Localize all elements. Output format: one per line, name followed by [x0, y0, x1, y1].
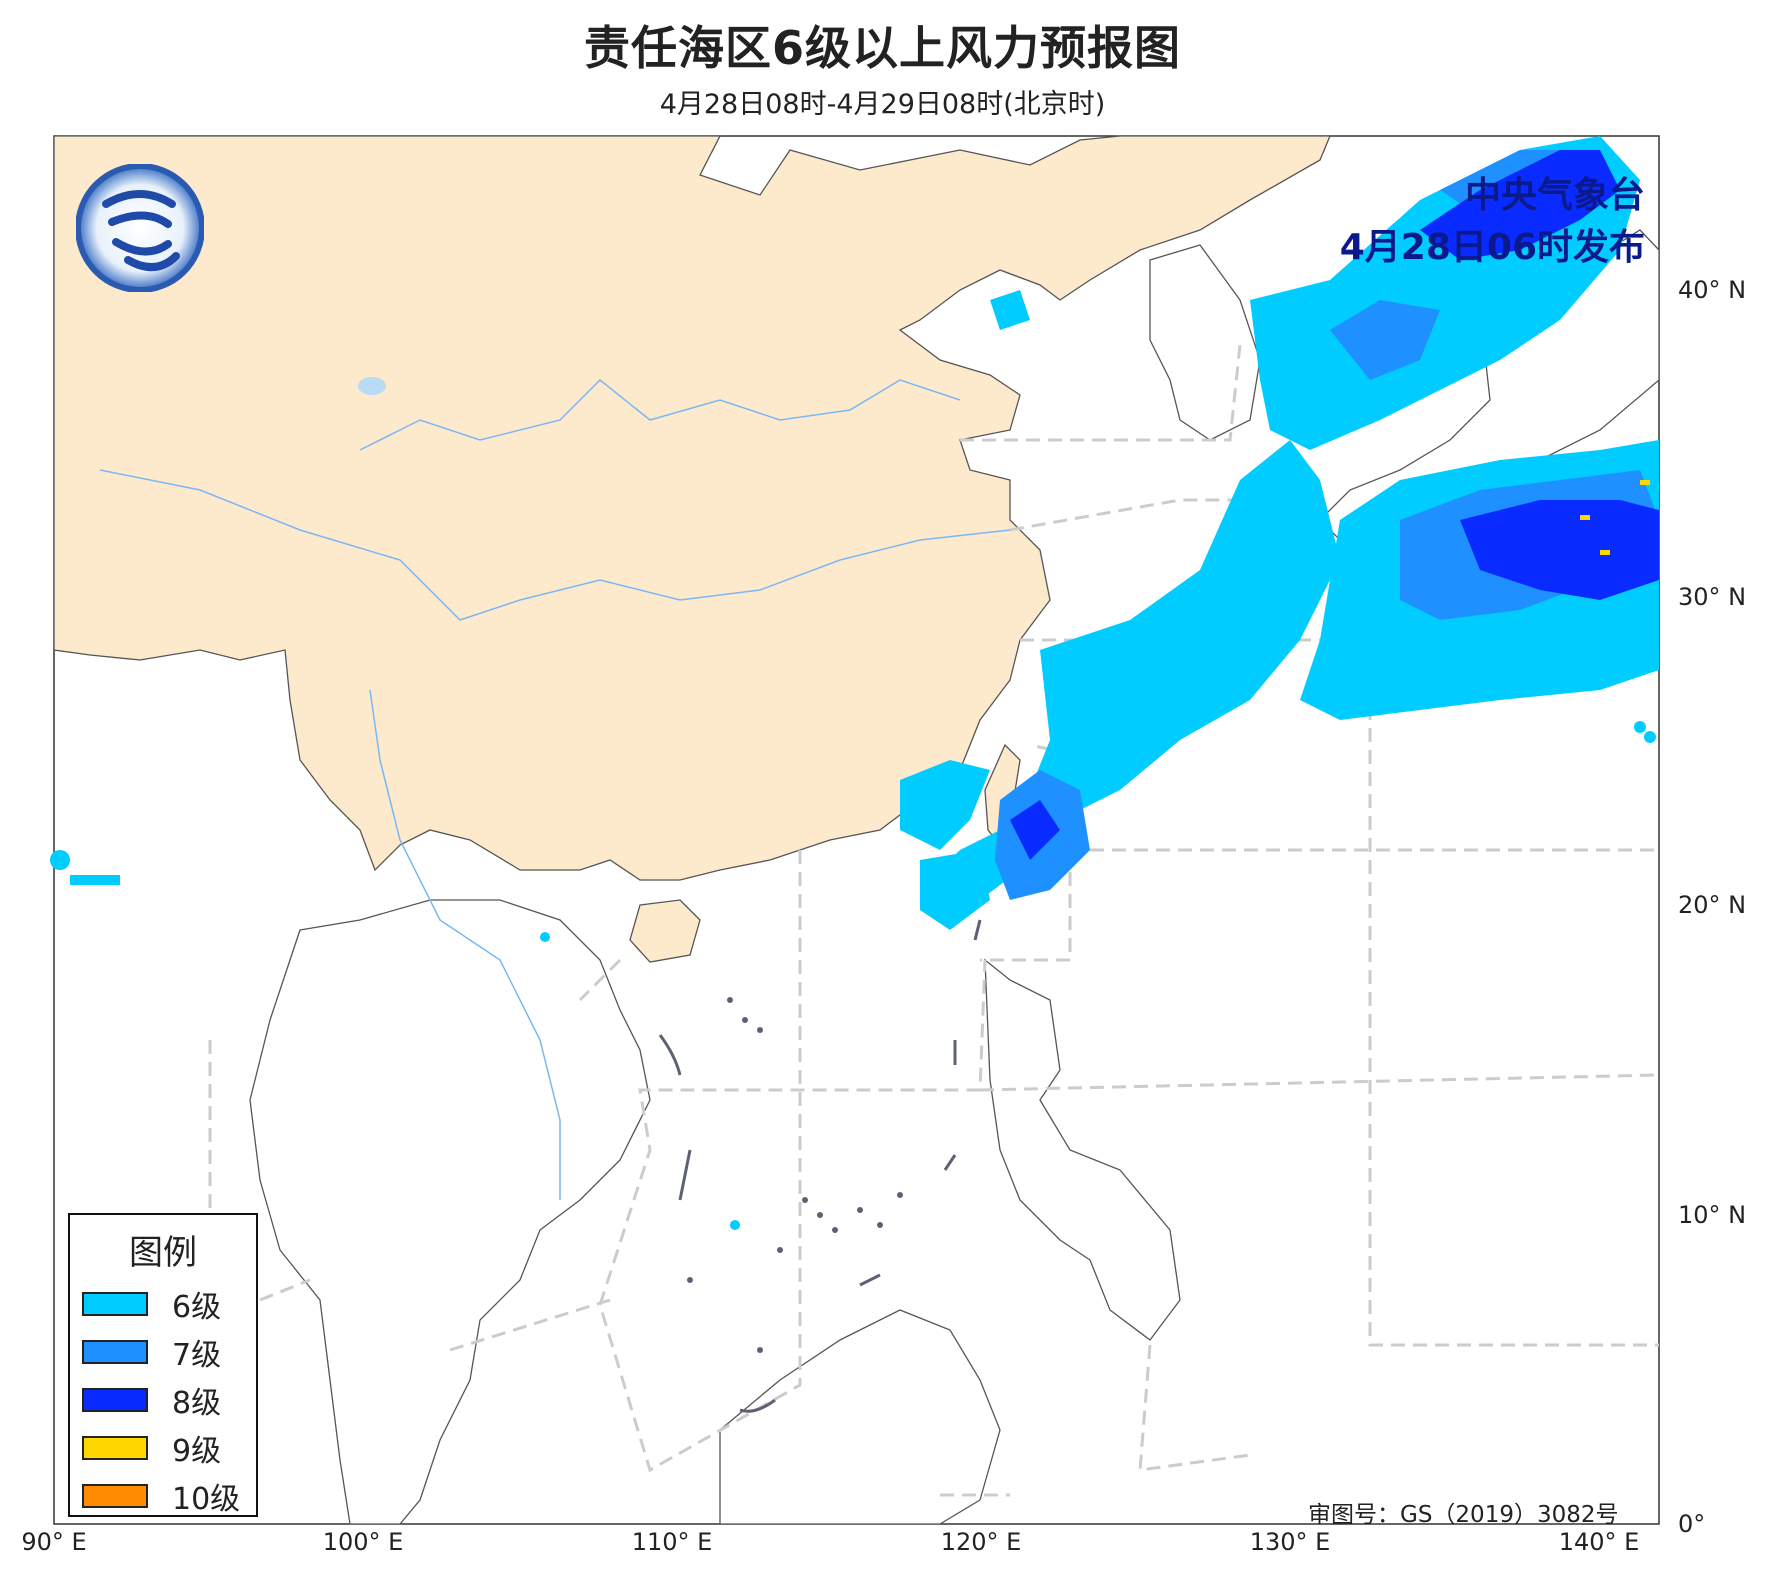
- x-tick: 100° E: [322, 1528, 404, 1556]
- legend-item: 8级: [70, 1376, 256, 1424]
- legend-label: 10级: [172, 1482, 241, 1517]
- legend-item: 10级: [70, 1472, 256, 1520]
- x-tick: 140° E: [1558, 1528, 1640, 1556]
- qinghai-lake: [358, 377, 386, 395]
- map-subtitle: 4月28日08时-4月29日08时(北京时): [659, 89, 1106, 120]
- publisher-issued-time: 4月28日06时发布: [1339, 227, 1645, 268]
- legend-swatch: [82, 1388, 148, 1412]
- china-land: [53, 135, 1331, 881]
- korea-peninsula: [1149, 244, 1261, 441]
- x-tick: 110° E: [631, 1528, 713, 1556]
- yellow-river: [359, 378, 961, 451]
- legend-swatch: [82, 1292, 148, 1316]
- legend-label: 6级: [172, 1290, 222, 1325]
- publisher-agency: 中央气象台: [1464, 175, 1645, 216]
- legend-label: 7级: [172, 1338, 222, 1373]
- philippines: [984, 958, 1181, 1341]
- legend-swatch: [82, 1484, 148, 1508]
- wind-area-level-9: [1580, 480, 1650, 555]
- y-tick: 10° N: [1678, 1201, 1747, 1229]
- x-tick: 130° E: [1249, 1528, 1331, 1556]
- wind-area-level-8: [1010, 150, 1659, 860]
- cma-logo-icon: [76, 164, 204, 292]
- yangtze-river: [99, 469, 1011, 621]
- dash-line: [658, 919, 982, 1413]
- legend-label: 8级: [172, 1386, 222, 1421]
- y-tick: 20° N: [1678, 891, 1747, 919]
- y-tick: 40° N: [1678, 276, 1747, 304]
- legend-item: 7级: [70, 1328, 256, 1376]
- approval-number: 审图号：GS（2019）3082号: [1308, 1502, 1619, 1528]
- y-tick: 0°: [1678, 1510, 1706, 1538]
- legend-swatch: [82, 1340, 148, 1364]
- map-title: 责任海区6级以上风力预报图: [583, 21, 1181, 75]
- x-tick: 120° E: [940, 1528, 1022, 1556]
- y-tick: 30° N: [1678, 583, 1747, 611]
- island-dots: [687, 997, 903, 1353]
- indochina: [249, 899, 651, 1525]
- borneo: [719, 1309, 1001, 1525]
- hainan-island: [629, 899, 701, 963]
- x-tick: 90° E: [21, 1528, 87, 1556]
- mekong-river: [369, 689, 561, 1200]
- legend-label: 9级: [172, 1434, 222, 1469]
- legend-title: 图例: [129, 1233, 197, 1273]
- legend: 图例 6级 7级 8级 9级 10级: [68, 1213, 258, 1517]
- publisher-block: 中央气象台 4月28日06时发布: [1340, 170, 1645, 274]
- legend-item: 9级: [70, 1424, 256, 1472]
- legend-item: 6级: [70, 1280, 256, 1328]
- legend-swatch: [82, 1436, 148, 1460]
